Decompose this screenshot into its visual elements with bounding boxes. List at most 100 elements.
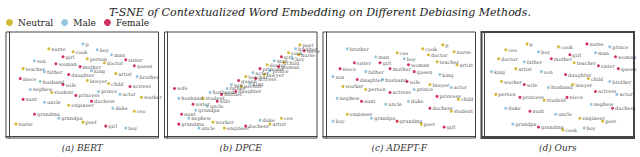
- svg-text:worker: worker: [504, 79, 523, 85]
- svg-text:king: king: [442, 72, 454, 79]
- svg-text:nurse: nurse: [51, 46, 65, 52]
- svg-text:doctor: doctor: [501, 56, 518, 62]
- svg-text:man: man: [598, 50, 610, 56]
- svg-text:son: son: [37, 58, 47, 64]
- svg-text:T-SNE of Contextualized Word E: T-SNE of Contextualized Word Embedding o…: [109, 6, 531, 19]
- svg-text:(c) ADEPT-F: (c) ADEPT-F: [372, 143, 428, 153]
- svg-text:husband: husband: [551, 84, 573, 90]
- svg-text:nurse: nurse: [18, 121, 32, 127]
- svg-text:grandpa: grandpa: [61, 115, 82, 122]
- svg-text:boy: boy: [587, 125, 596, 132]
- svg-text:niece: niece: [343, 66, 357, 72]
- svg-text:woman: woman: [281, 64, 300, 70]
- svg-text:worker: worker: [345, 83, 364, 89]
- svg-text:uncle: uncle: [558, 111, 572, 117]
- svg-text:artist: artist: [518, 66, 532, 72]
- svg-text:nurse: nurse: [589, 41, 603, 47]
- svg-text:actor: actor: [454, 84, 468, 90]
- svg-text:duke: duke: [508, 105, 520, 111]
- svg-text:girl: girl: [447, 124, 456, 131]
- svg-text:sister: sister: [357, 60, 372, 66]
- svg-text:man: man: [114, 52, 126, 58]
- svg-text:woman: woman: [58, 61, 77, 67]
- svg-text:duchess: duchess: [615, 105, 636, 111]
- svg-text:person: person: [90, 56, 108, 63]
- svg-text:girl: girl: [572, 52, 581, 59]
- svg-text:woman: woman: [618, 54, 637, 60]
- svg-text:(d) Ours: (d) Ours: [539, 143, 577, 153]
- svg-text:girl: girl: [108, 123, 117, 130]
- svg-text:actor: actor: [619, 91, 633, 97]
- svg-text:child: child: [461, 96, 474, 102]
- svg-text:nurse: nurse: [457, 49, 471, 55]
- svg-text:boy: boy: [541, 49, 550, 56]
- svg-text:ceo: ceo: [284, 115, 293, 121]
- svg-text:boy: boy: [128, 125, 137, 132]
- svg-text:prince: prince: [417, 86, 433, 93]
- svg-text:Female: Female: [116, 18, 149, 28]
- svg-text:brother: brother: [350, 46, 370, 52]
- svg-text:duchess: duchess: [94, 98, 115, 104]
- svg-text:cook: cook: [565, 127, 578, 133]
- svg-text:grandma: grandma: [400, 118, 423, 125]
- svg-text:doctor: doctor: [107, 60, 124, 66]
- svg-text:brother: brother: [612, 79, 632, 85]
- svg-text:child: child: [111, 81, 124, 87]
- svg-text:cook: cook: [75, 49, 88, 55]
- svg-text:wife: wife: [527, 82, 538, 88]
- svg-text:person: person: [498, 91, 516, 98]
- svg-text:duke: duke: [411, 98, 423, 104]
- svg-text:poet: poet: [605, 118, 616, 125]
- svg-text:father: father: [527, 59, 543, 65]
- svg-text:poet: poet: [85, 119, 96, 126]
- svg-text:father: father: [368, 69, 384, 75]
- svg-text:artist: artist: [459, 62, 473, 68]
- svg-text:ceo: ceo: [508, 47, 517, 53]
- svg-text:actress: actress: [598, 88, 617, 94]
- svg-text:son: son: [544, 69, 554, 75]
- svg-text:actress: actress: [132, 83, 151, 89]
- svg-text:lawyer: lawyer: [90, 78, 108, 85]
- svg-text:wife: wife: [66, 82, 77, 88]
- svg-text:aunt: aunt: [26, 96, 37, 102]
- svg-text:cook: cook: [561, 44, 574, 50]
- svg-text:actor: actor: [123, 91, 137, 97]
- svg-text:prince: prince: [101, 88, 117, 95]
- svg-text:woman: woman: [411, 62, 430, 68]
- svg-text:teacher: teacher: [26, 66, 46, 72]
- svg-text:ceo: ceo: [137, 108, 146, 114]
- svg-text:mother: mother: [392, 66, 411, 72]
- svg-text:queen: queen: [417, 69, 433, 76]
- svg-text:engineer: engineer: [350, 111, 373, 118]
- svg-text:niece: niece: [307, 48, 321, 54]
- svg-text:grandma: grandma: [37, 111, 60, 118]
- svg-text:person: person: [368, 86, 386, 93]
- svg-text:girl: girl: [284, 54, 293, 61]
- svg-text:child: child: [591, 76, 604, 82]
- svg-text:son: son: [335, 74, 345, 80]
- svg-text:actress: actress: [258, 76, 277, 82]
- svg-text:Male: Male: [73, 18, 96, 28]
- svg-text:duke: duke: [115, 105, 127, 111]
- svg-text:queen: queen: [621, 66, 637, 73]
- svg-text:p: p: [530, 41, 533, 48]
- svg-text:king: king: [494, 69, 506, 76]
- svg-text:girl: girl: [66, 54, 75, 61]
- svg-text:sister: sister: [196, 101, 211, 107]
- svg-text:princess: princess: [440, 93, 462, 100]
- svg-text:uncle: uncle: [47, 99, 61, 105]
- svg-text:boy: boy: [100, 47, 109, 54]
- svg-text:nephew: nephew: [33, 86, 54, 93]
- svg-text:engineer: engineer: [582, 115, 605, 122]
- svg-text:nephew: nephew: [340, 95, 361, 102]
- svg-text:husband: husband: [385, 77, 407, 83]
- svg-text:teacher: teacher: [577, 60, 597, 66]
- svg-text:engineer: engineer: [227, 125, 250, 132]
- svg-text:Neutral: Neutral: [18, 18, 53, 28]
- svg-text:uncle: uncle: [388, 101, 402, 107]
- svg-text:duchess: duchess: [248, 123, 269, 129]
- svg-text:p: p: [445, 42, 448, 49]
- svg-text:teacher: teacher: [440, 59, 460, 65]
- svg-text:mother: mother: [83, 64, 102, 70]
- svg-text:husband: husband: [43, 79, 65, 85]
